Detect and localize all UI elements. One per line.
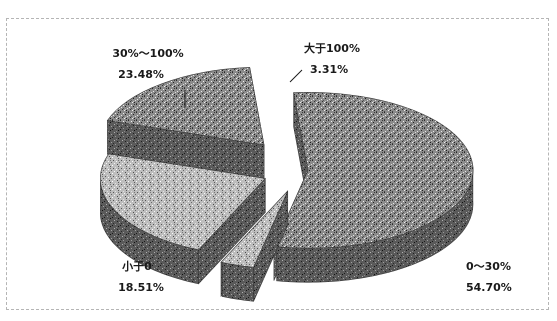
pie-slices bbox=[100, 66, 474, 302]
leader-lines bbox=[184, 69, 303, 108]
chart-frame bbox=[6, 18, 549, 310]
slice-label-over-100: 大于100% bbox=[304, 41, 360, 55]
slice-over-100 bbox=[220, 190, 289, 302]
slice-value-below-0: 18.51% bbox=[118, 281, 164, 294]
leader-over-100 bbox=[289, 69, 303, 83]
slice-value-0-30: 54.70% bbox=[466, 281, 512, 294]
slice-value-30-100: 23.48% bbox=[118, 68, 164, 81]
slice-0-30 bbox=[273, 92, 474, 283]
slice-label-0-30: 0～30% bbox=[466, 260, 511, 273]
slice-label-30-100: 30%～100% bbox=[112, 47, 183, 60]
slice-below-0 bbox=[106, 66, 265, 180]
slice-label-below-0: 小于0 bbox=[121, 259, 152, 273]
slice-value-over-100: 3.31% bbox=[310, 63, 348, 76]
slice-30-100 bbox=[100, 153, 266, 285]
